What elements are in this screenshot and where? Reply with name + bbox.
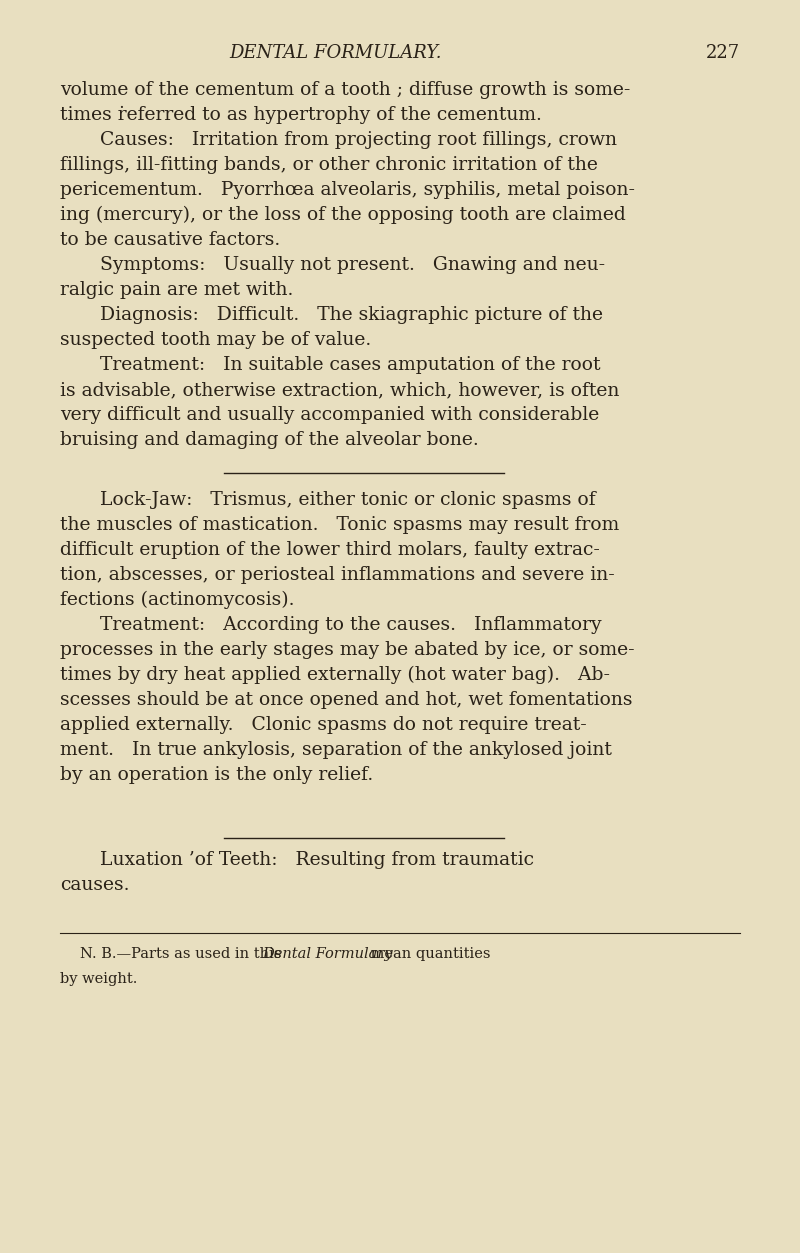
Text: tion, abscesses, or periosteal inflammations and severe in-: tion, abscesses, or periosteal inflammat… [60, 566, 614, 584]
Text: ment.   In true ankylosis, separation of the ankylosed joint: ment. In true ankylosis, separation of t… [60, 741, 612, 759]
Text: is advisable, otherwise extraction, which, however, is often: is advisable, otherwise extraction, whic… [60, 381, 619, 398]
Text: mean quantities: mean quantities [366, 947, 491, 961]
Text: bruising and damaging of the alveolar bone.: bruising and damaging of the alveolar bo… [60, 431, 478, 449]
Text: Luxation ’of Teeth:   Resulting from traumatic: Luxation ’of Teeth: Resulting from traum… [100, 851, 534, 870]
Text: Treatment:   According to the causes.   Inflammatory: Treatment: According to the causes. Infl… [100, 616, 602, 634]
Text: Diagnosis:   Difficult.   The skiagraphic picture of the: Diagnosis: Difficult. The skiagraphic pi… [100, 306, 603, 325]
Text: applied externally.   Clonic spasms do not require treat-: applied externally. Clonic spasms do not… [60, 715, 586, 734]
Text: times by dry heat applied externally (hot water bag).   Ab-: times by dry heat applied externally (ho… [60, 665, 610, 684]
Text: Lock-Jaw:   Trismus, either tonic or clonic spasms of: Lock-Jaw: Trismus, either tonic or cloni… [100, 491, 596, 509]
Text: difficult eruption of the lower third molars, faulty extrac-: difficult eruption of the lower third mo… [60, 541, 600, 559]
Text: pericementum.   Pyorrhœa alveolaris, syphilis, metal poison-: pericementum. Pyorrhœa alveolaris, syphi… [60, 180, 635, 199]
Text: very difficult and usually accompanied with considerable: very difficult and usually accompanied w… [60, 406, 599, 424]
Text: 227: 227 [706, 44, 740, 61]
Text: fillings, ill-fitting bands, or other chronic irritation of the: fillings, ill-fitting bands, or other ch… [60, 157, 598, 174]
Text: volume of the cementum of a tooth ; diffuse growth is some-: volume of the cementum of a tooth ; diff… [60, 81, 630, 99]
Text: Dental Formulary: Dental Formulary [262, 947, 393, 961]
Text: ralgic pain are met with.: ralgic pain are met with. [60, 281, 294, 299]
Text: to be causative factors.: to be causative factors. [60, 231, 280, 249]
Text: processes in the early stages may be abated by ice, or some-: processes in the early stages may be aba… [60, 642, 634, 659]
Text: by an operation is the only relief.: by an operation is the only relief. [60, 766, 374, 784]
Text: fections (actinomycosis).: fections (actinomycosis). [60, 590, 294, 609]
Text: scesses should be at once opened and hot, wet fomentations: scesses should be at once opened and hot… [60, 690, 633, 709]
Text: the muscles of mastication.   Tonic spasms may result from: the muscles of mastication. Tonic spasms… [60, 516, 619, 534]
Text: times ṙeferred to as hypertrophy of the cementum.: times ṙeferred to as hypertrophy of the… [60, 105, 542, 124]
Text: by weight.: by weight. [60, 972, 138, 986]
Text: Treatment:   In suitable cases amputation of the root: Treatment: In suitable cases amputation … [100, 356, 601, 373]
Text: N. B.—Parts as used in this: N. B.—Parts as used in this [80, 947, 286, 961]
Text: Causes:   Irritation from projecting root fillings, crown: Causes: Irritation from projecting root … [100, 132, 617, 149]
Text: ing (mercury), or the loss of the opposing tooth are claimed: ing (mercury), or the loss of the opposi… [60, 205, 626, 224]
Text: causes.: causes. [60, 876, 130, 893]
Text: suspected tooth may be of value.: suspected tooth may be of value. [60, 331, 371, 350]
Text: DENTAL FORMULARY.: DENTAL FORMULARY. [230, 44, 442, 61]
Text: Symptoms:   Usually not present.   Gnawing and neu-: Symptoms: Usually not present. Gnawing a… [100, 256, 605, 274]
